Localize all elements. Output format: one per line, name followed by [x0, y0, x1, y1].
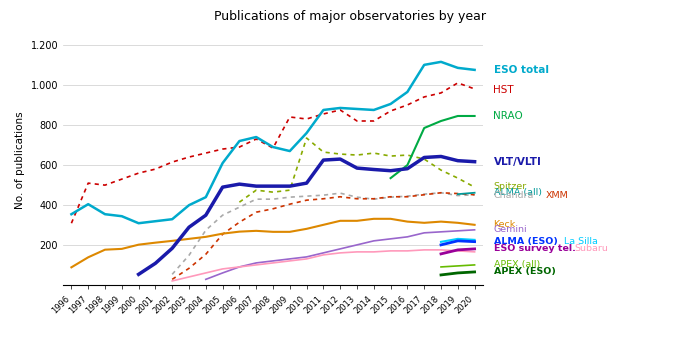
Text: APEX (ESO): APEX (ESO) — [494, 267, 555, 276]
Text: HST: HST — [494, 85, 514, 95]
Text: ESO survey tel.: ESO survey tel. — [494, 244, 575, 253]
Text: ESO total: ESO total — [494, 65, 549, 75]
Text: La Silla: La Silla — [564, 237, 597, 246]
Text: Spitzer: Spitzer — [494, 182, 526, 191]
Text: Chandra: Chandra — [494, 191, 534, 200]
Text: ALMA (ESO): ALMA (ESO) — [494, 237, 557, 246]
Text: Gemini: Gemini — [494, 226, 527, 234]
Text: Keck: Keck — [494, 220, 516, 229]
Text: NRAO: NRAO — [494, 111, 524, 121]
Text: Publications of major observatories by year: Publications of major observatories by y… — [214, 10, 486, 23]
Y-axis label: No. of publications: No. of publications — [15, 111, 25, 209]
Text: ALMA (all): ALMA (all) — [494, 188, 542, 197]
Text: XMM: XMM — [546, 191, 568, 200]
Text: VLT/VLTI: VLT/VLTI — [494, 157, 541, 167]
Text: APEX (all): APEX (all) — [494, 260, 540, 269]
Text: Subaru: Subaru — [574, 244, 608, 253]
